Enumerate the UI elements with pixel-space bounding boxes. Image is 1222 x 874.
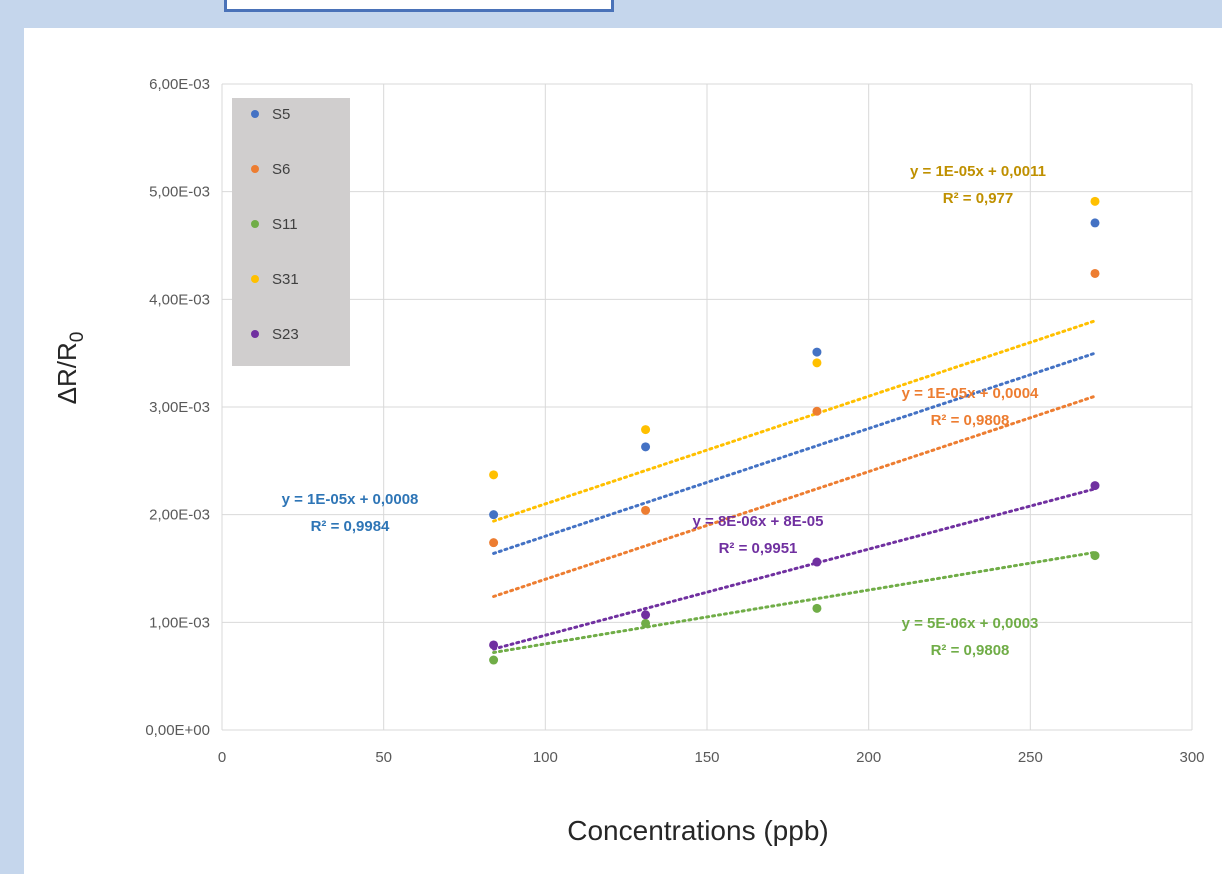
point-s31 — [641, 425, 651, 435]
x-tick-label: 50 — [375, 749, 392, 766]
legend-marker-s31 — [251, 275, 259, 283]
r-squared-s23: R² = 0,9951 — [719, 540, 798, 557]
point-s5 — [1090, 218, 1100, 228]
y-tick-label: 1,00E-03 — [149, 614, 210, 631]
y-tick-label: 3,00E-03 — [149, 399, 210, 416]
trendline-s23 — [492, 487, 1097, 651]
r-squared-s31: R² = 0,977 — [943, 190, 1013, 207]
legend-marker-s6 — [251, 165, 259, 173]
equation-s23: y = 8E-06x + 8E-05 — [693, 513, 824, 530]
grid-lines — [221, 83, 1193, 731]
x-axis-label: Concentrations (ppb) — [567, 815, 828, 846]
point-s6 — [1090, 268, 1100, 278]
y-tick-label: 0,00E+00 — [145, 722, 210, 739]
data-points — [489, 196, 1100, 665]
trend-lines — [492, 319, 1097, 654]
x-tick-label: 0 — [218, 749, 226, 766]
equation-s31: y = 1E-05x + 0,0011 — [910, 163, 1046, 180]
y-axis-label: ΔR/R0 — [52, 332, 88, 405]
y-tick-label: 5,00E-03 — [149, 184, 210, 201]
equation-s6: y = 1E-05x + 0,0004 — [902, 385, 1039, 402]
legend-marker-s23 — [251, 330, 259, 338]
legend-label-s31: S31 — [272, 271, 299, 288]
legend-label-s6: S6 — [272, 161, 290, 178]
y-tick-label: 2,00E-03 — [149, 507, 210, 524]
chart-panel: 0,00E+00 1,00E-03 2,00E-03 3,00E-03 4,00E-03… — [24, 28, 1222, 874]
point-s5 — [641, 442, 651, 452]
point-s31 — [812, 358, 822, 368]
x-tick-label: 150 — [694, 749, 719, 766]
trendline-s11 — [492, 550, 1097, 654]
y-tick-label: 6,00E-03 — [149, 76, 210, 93]
point-s31 — [1090, 196, 1100, 206]
r-squared-s6: R² = 0,9808 — [931, 412, 1010, 429]
point-s11 — [1090, 551, 1100, 561]
legend-label-s5: S5 — [272, 106, 290, 123]
legend-box — [232, 98, 350, 366]
point-s23 — [812, 557, 822, 567]
trendline-s6 — [492, 394, 1097, 598]
point-s23 — [489, 640, 499, 650]
x-tick-labels: 0 50 100 150 200 250 300 — [218, 749, 1205, 766]
equation-s11: y = 5E-06x + 0,0003 — [902, 615, 1039, 632]
equation-s5: y = 1E-05x + 0,0008 — [282, 491, 419, 508]
legend-label-s11: S11 — [272, 216, 298, 233]
legend-marker-s11 — [251, 220, 259, 228]
r-squared-s5: R² = 0,9984 — [311, 518, 390, 535]
legend-marker-s5 — [251, 110, 259, 118]
y-tick-label: 4,00E-03 — [149, 291, 210, 308]
point-s11 — [641, 618, 651, 628]
x-tick-label: 250 — [1018, 749, 1043, 766]
point-s11 — [489, 655, 499, 665]
x-tick-label: 300 — [1179, 749, 1204, 766]
point-s31 — [489, 470, 499, 480]
legend: S5 S6 S11 S31 S23 — [232, 98, 350, 366]
legend-label-s23: S23 — [272, 326, 299, 343]
x-tick-label: 100 — [533, 749, 558, 766]
x-tick-label: 200 — [856, 749, 881, 766]
top-frame-box — [224, 0, 614, 12]
trend-equations: y = 1E-05x + 0,0008 R² = 0,9984 y = 1E-05x… — [282, 163, 1046, 659]
trendline-s5 — [492, 351, 1097, 555]
point-s5 — [489, 510, 499, 520]
r-squared-s11: R² = 0,9808 — [931, 642, 1010, 659]
point-s23 — [1090, 481, 1100, 491]
point-s11 — [812, 603, 822, 613]
point-s5 — [812, 347, 822, 357]
point-s23 — [641, 610, 651, 620]
point-s6 — [641, 505, 651, 515]
point-s6 — [812, 406, 822, 416]
point-s6 — [489, 538, 499, 548]
scatter-chart: 0,00E+00 1,00E-03 2,00E-03 3,00E-03 4,00E-03… — [52, 76, 1205, 846]
y-tick-labels: 0,00E+00 1,00E-03 2,00E-03 3,00E-03 4,00E-03… — [145, 76, 210, 739]
trendline-s31 — [492, 319, 1097, 523]
